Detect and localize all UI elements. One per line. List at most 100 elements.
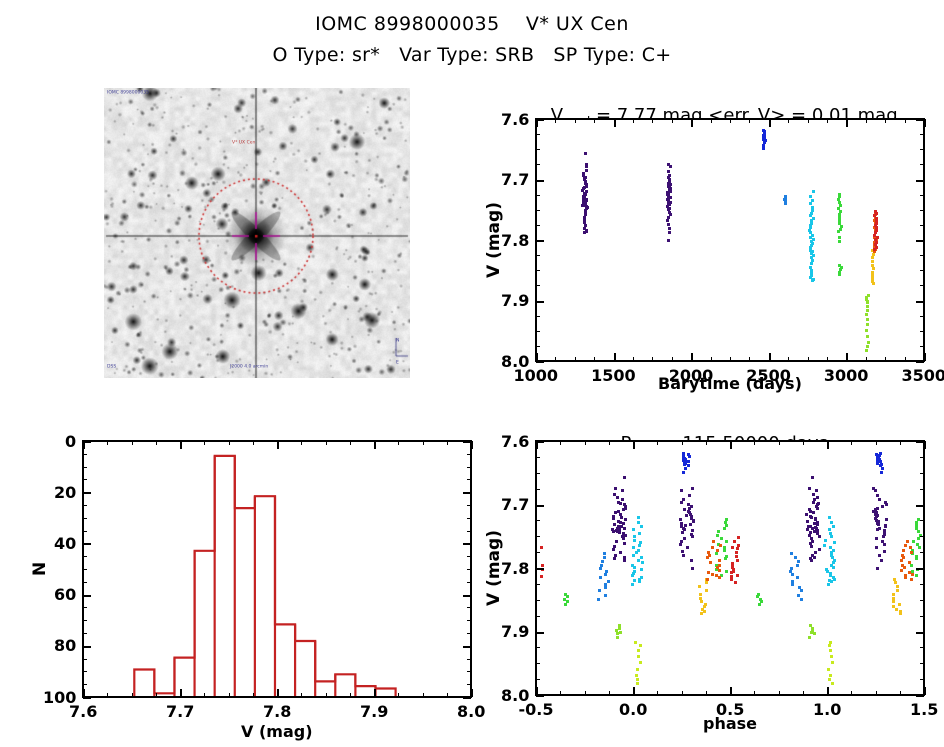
y-tick-minor [536,599,540,601]
lightcurve-point [581,189,585,193]
phase-point [817,535,821,539]
phase-plot-panel: PVSX = 115.50000 days V (mag) phase -0.5… [470,412,944,744]
phase-point [902,548,906,552]
y-tick-label: 7.6 [501,109,530,129]
y-tick-label: 40 [54,533,77,553]
lightcurve-point [871,270,875,274]
phase-point [616,632,619,636]
lightcurve-point [668,195,672,199]
y-tick-minor [536,488,540,490]
phase-point [876,522,880,526]
lightcurve-point [667,180,671,184]
phase-point [638,532,642,536]
lightcurve-point [839,210,843,214]
y-tick-label: 7.7 [501,495,530,514]
y-tick-label: 8.0 [501,685,530,705]
y-tick-minor-right [467,569,471,570]
phase-point [735,551,739,555]
phase-point [791,573,794,577]
x-tick-minor-top [422,441,424,445]
phase-point [828,649,832,653]
phase-point [910,551,914,555]
phase-point [824,538,828,542]
x-tick-major-top [924,441,926,449]
x-tick-minor-top [107,441,109,445]
phase-point [716,542,720,546]
y-tick-minor [536,255,540,257]
y-tick-minor [536,345,540,347]
phase-point [882,549,886,553]
lightcurve-point [585,168,589,172]
lightcurve-point [871,267,875,271]
phase-point [706,570,710,574]
phase-point [815,530,818,534]
y-tick-minor-right [467,479,471,481]
phase-point [828,528,831,532]
lightcurve-point [583,221,587,224]
lightcurve-point [839,204,843,208]
x-tick-minor-top [730,119,731,123]
phase-point [911,572,915,576]
phase-point [807,508,811,512]
y-tick-minor [83,569,87,570]
phase-point [686,503,690,507]
phase-point [621,489,625,493]
x-tick-minor-top [633,119,634,123]
phase-point [636,520,640,524]
phase-point [630,563,634,567]
y-tick-minor [536,315,540,317]
phase-point [811,539,815,543]
phase-point [689,516,693,520]
lightcurve-point [866,305,870,308]
phase-point [604,570,608,573]
lightcurve-point [874,243,878,247]
x-tick-minor [671,357,673,361]
lightcurve-point [809,245,813,249]
phase-point [901,553,905,557]
phase-point [683,537,687,541]
phase-point [709,561,713,565]
phase-point [915,573,919,577]
lightcurve-point [866,335,870,338]
y-tick-major [536,240,544,242]
phase-point [636,515,640,519]
histogram-outline [133,454,397,696]
phase-point [797,593,801,597]
lightcurve-panel: Vmed = 7.77 mag <err_V> = 0.01 mag V (ma… [470,84,944,394]
lightcurve-point [584,165,588,169]
x-tick-major-top [277,441,279,449]
phase-point [808,636,812,640]
y-tick-minor-right [920,209,924,211]
phase-point [812,521,816,525]
lightcurve-point [871,249,875,253]
lightcurve-point [871,273,875,277]
object-classification-line: O Type: sr* Var Type: SRB SP Type: C+ [272,43,672,66]
phase-point [882,529,886,533]
x-tick-major [768,353,771,361]
x-tick-minor [560,691,562,695]
x-tick-label: 1.0 [813,700,842,719]
phase-point [903,574,907,578]
phase-point [924,544,925,547]
phase-point [723,520,727,524]
y-tick-minor-right [920,599,924,601]
lightcurve-point [810,219,814,223]
lightcurve-point [873,231,877,235]
phase-point [614,511,618,515]
phase-point [623,526,627,530]
phase-point [823,543,827,547]
catalog-and-star-name: IOMC 8998000035 V* UX Cen [315,13,629,35]
phase-point [719,543,723,547]
phase-point [810,527,814,531]
y-tick-minor-right [920,255,924,257]
phase-point [810,544,813,548]
phase-point [892,592,896,596]
lightcurve-point [837,213,841,217]
phase-point [622,503,626,507]
phase-group-phase-epoch-9 [537,442,923,694]
x-tick-minor [749,357,751,361]
lightcurve-point [763,141,767,145]
lightcurve-point [809,231,813,235]
phase-point [623,505,627,509]
phase-point [614,486,618,490]
